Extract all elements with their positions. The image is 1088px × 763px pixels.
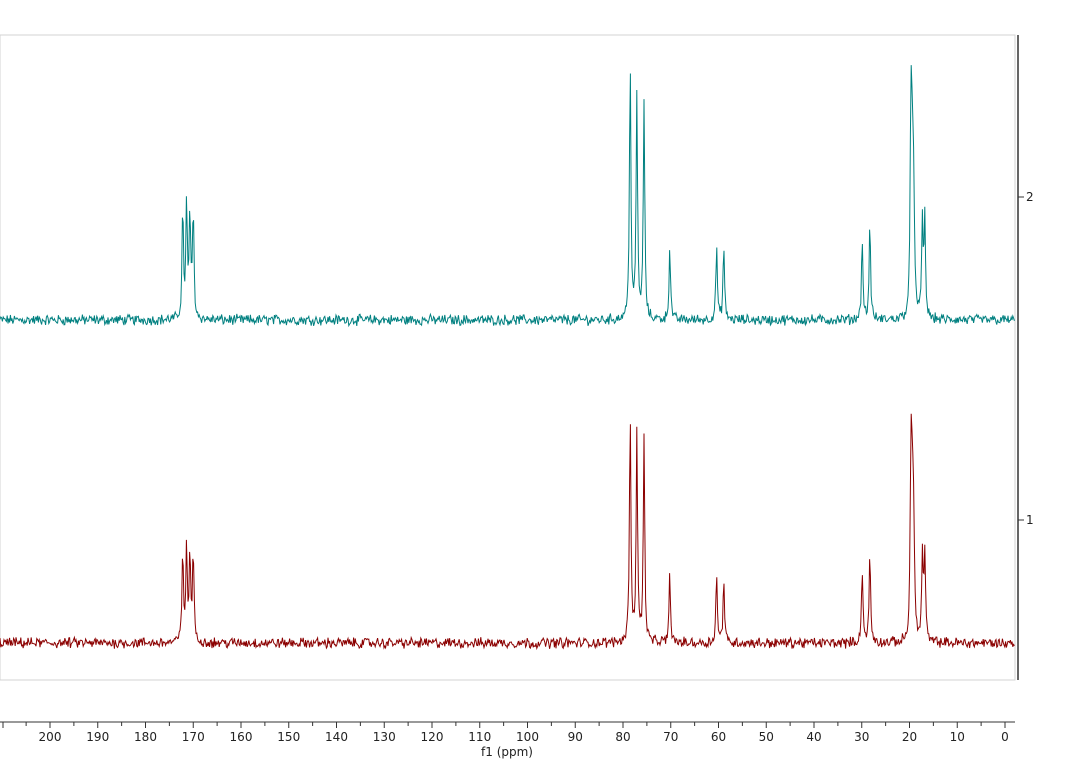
right-tick-label-2: 2: [1026, 190, 1034, 204]
x-tick-label-30: 30: [854, 730, 869, 744]
x-tick-label-110: 110: [468, 730, 491, 744]
x-tick-label-140: 140: [325, 730, 348, 744]
spectrum-trace-2: [0, 65, 1015, 328]
spectra-group: [0, 65, 1015, 651]
x-tick-label-40: 40: [806, 730, 821, 744]
x-tick-label-0: 0: [1001, 730, 1009, 744]
plot-frame: [0, 34, 1016, 681]
x-tick-label-160: 160: [230, 730, 253, 744]
x-tick-label-50: 50: [759, 730, 774, 744]
x-tick-label-180: 180: [134, 730, 157, 744]
right-tick-label-1: 1: [1026, 513, 1034, 527]
spectrum-trace-1: [0, 413, 1015, 651]
x-tick-label-20: 20: [902, 730, 917, 744]
x-tick-label-70: 70: [663, 730, 678, 744]
x-tick-label-190: 190: [86, 730, 109, 744]
x-axis-ticks: 200 190 180 170 160 150 140 130 120 110 100 90 80 70 6…: [2, 722, 1009, 744]
x-tick-label-130: 130: [373, 730, 396, 744]
x-tick-label-170: 170: [182, 730, 205, 744]
x-tick-label-120: 120: [421, 730, 444, 744]
x-tick-label-100: 100: [516, 730, 539, 744]
x-tick-label-90: 90: [568, 730, 583, 744]
x-tick-label-80: 80: [615, 730, 630, 744]
right-axis-ticks: 21: [1018, 190, 1034, 527]
x-tick-label-10: 10: [950, 730, 965, 744]
x-tick-label-150: 150: [277, 730, 300, 744]
x-axis-label: f1 (ppm): [481, 745, 533, 759]
x-tick-label-200: 200: [39, 730, 62, 744]
x-tick-label-60: 60: [711, 730, 726, 744]
